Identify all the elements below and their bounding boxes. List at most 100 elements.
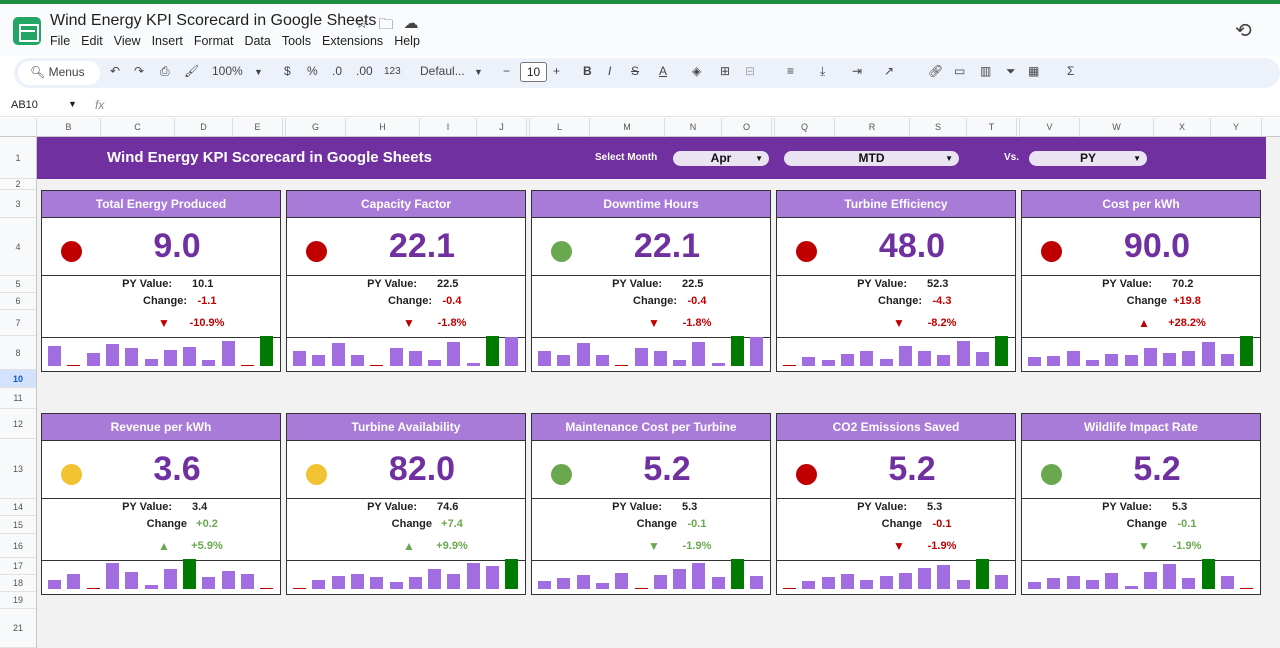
column-header[interactable]: H xyxy=(346,118,420,137)
italic-icon[interactable]: I xyxy=(608,64,612,78)
link-icon[interactable]: 🔗︎ xyxy=(928,64,944,78)
star-icon[interactable]: ☆ xyxy=(355,15,369,32)
column-header[interactable] xyxy=(1017,118,1020,137)
borders-icon[interactable]: ⊞ xyxy=(720,64,731,78)
row-header[interactable]: 15 xyxy=(0,516,36,534)
menu-format[interactable]: Format xyxy=(193,34,234,48)
column-header[interactable]: Y xyxy=(1211,118,1262,137)
column-header[interactable] xyxy=(283,118,286,137)
version-history-icon[interactable]: ⟲ xyxy=(1235,20,1252,42)
column-header[interactable]: C xyxy=(101,118,175,137)
undo-icon[interactable]: ↶ xyxy=(110,64,121,78)
menu-insert[interactable]: Insert xyxy=(151,34,183,48)
fill-color-icon[interactable]: ◈ xyxy=(692,64,702,78)
name-box-chevron-down-icon[interactable]: ▼ xyxy=(68,99,77,109)
column-header[interactable]: V xyxy=(1020,118,1080,137)
row-header[interactable]: 14 xyxy=(0,499,36,516)
menu-view[interactable]: View xyxy=(113,34,141,48)
row-header[interactable]: 19 xyxy=(0,592,36,609)
menu-search[interactable]: 🔍︎ Menus xyxy=(18,61,100,85)
column-header[interactable]: B xyxy=(37,118,101,137)
column-header[interactable]: M xyxy=(590,118,665,137)
column-header[interactable]: Q xyxy=(775,118,835,137)
kpi-name: Downtime Hours xyxy=(532,191,770,218)
menu-help[interactable]: Help xyxy=(394,34,420,48)
row-header[interactable]: 4 xyxy=(0,218,36,276)
column-header[interactable]: E xyxy=(233,118,283,137)
chart-icon[interactable]: ▥ xyxy=(980,64,992,78)
row-header[interactable]: 5 xyxy=(0,276,36,293)
row-header[interactable]: 17 xyxy=(0,558,36,575)
move-folder-icon[interactable]: 🗀 xyxy=(378,16,394,33)
column-header[interactable]: L xyxy=(530,118,590,137)
row-header[interactable]: 1 xyxy=(0,137,36,179)
increase-decimal-button[interactable]: .00 xyxy=(356,64,373,78)
month-dropdown[interactable]: Apr ▼ xyxy=(673,151,769,166)
name-box[interactable]: AB10 xyxy=(11,99,38,111)
column-header[interactable]: W xyxy=(1080,118,1154,137)
column-header[interactable] xyxy=(772,118,775,137)
row-header[interactable]: 21 xyxy=(0,609,36,648)
row-header[interactable]: 16 xyxy=(0,534,36,558)
sheets-logo-icon[interactable] xyxy=(13,17,41,45)
number-format-button[interactable]: 123 xyxy=(384,66,401,77)
font-size-decrease-icon[interactable]: − xyxy=(503,64,511,78)
period-dropdown[interactable]: MTD ▼ xyxy=(784,151,959,166)
strikethrough-icon[interactable]: S xyxy=(631,64,640,78)
comparison-dropdown[interactable]: PY ▼ xyxy=(1029,151,1147,166)
row-header[interactable]: 10 xyxy=(0,370,36,388)
column-header[interactable]: D xyxy=(175,118,233,137)
menu-file[interactable]: File xyxy=(50,34,71,48)
column-header[interactable]: J xyxy=(477,118,527,137)
menu-extensions[interactable]: Extensions xyxy=(322,34,384,48)
column-header[interactable]: I xyxy=(420,118,477,137)
row-header[interactable]: 2 xyxy=(0,179,36,190)
font-size-input[interactable]: 10 xyxy=(520,62,547,82)
zoom-chevron-down-icon[interactable]: ▼ xyxy=(254,67,263,77)
column-header[interactable]: N xyxy=(665,118,722,137)
row-header[interactable]: 13 xyxy=(0,439,36,499)
bold-icon[interactable]: B xyxy=(583,64,592,78)
row-header[interactable]: 18 xyxy=(0,575,36,592)
currency-button[interactable]: $ xyxy=(284,64,291,78)
vertical-align-icon[interactable]: ⤓ xyxy=(820,64,826,78)
print-icon[interactable]: ⎙ xyxy=(160,64,170,78)
row-header[interactable]: 3 xyxy=(0,190,36,218)
row-header[interactable]: 12 xyxy=(0,409,36,439)
paint-format-icon[interactable]: 🖌︎ xyxy=(184,64,200,78)
align-left-icon[interactable]: ≡ xyxy=(787,64,795,78)
row-header[interactable]: 6 xyxy=(0,293,36,310)
menu-edit[interactable]: Edit xyxy=(81,34,103,48)
decrease-decimal-button[interactable]: .0 xyxy=(332,64,343,78)
font-size-increase-icon[interactable]: + xyxy=(553,64,561,78)
document-title[interactable]: Wind Energy KPI Scorecard in Google Shee… xyxy=(50,12,377,29)
filter-views-icon[interactable]: ▦ xyxy=(1028,64,1040,78)
functions-icon[interactable]: Σ xyxy=(1067,64,1075,78)
merge-cells-icon[interactable]: ⊟ xyxy=(745,64,756,78)
column-header[interactable]: T xyxy=(967,118,1017,137)
text-rotate-icon[interactable]: ↗ xyxy=(884,64,895,78)
column-header[interactable]: G xyxy=(286,118,346,137)
menu-tools[interactable]: Tools xyxy=(281,34,312,48)
select-all-corner[interactable] xyxy=(0,118,37,137)
sheet-grid[interactable]: Wind Energy KPI Scorecard in Google Shee… xyxy=(37,137,1280,648)
row-header[interactable]: 8 xyxy=(0,336,36,370)
zoom-select[interactable]: 100% xyxy=(212,64,243,78)
filter-icon[interactable]: ⏷ xyxy=(1006,64,1016,78)
text-wrap-icon[interactable]: ⇥ xyxy=(852,64,863,78)
redo-icon[interactable]: ↷ xyxy=(134,64,145,78)
percent-button[interactable]: % xyxy=(307,64,318,78)
column-header[interactable]: S xyxy=(910,118,967,137)
row-header[interactable]: 7 xyxy=(0,310,36,336)
text-color-icon[interactable]: A xyxy=(659,64,668,78)
font-chevron-down-icon[interactable]: ▼ xyxy=(474,67,483,77)
row-header[interactable]: 11 xyxy=(0,388,36,409)
cloud-status-icon[interactable]: ☁ xyxy=(403,15,419,32)
column-header[interactable]: O xyxy=(722,118,772,137)
column-header[interactable]: R xyxy=(835,118,910,137)
column-header[interactable]: X xyxy=(1154,118,1211,137)
comment-icon[interactable]: ▭ xyxy=(954,64,966,78)
column-header[interactable] xyxy=(527,118,530,137)
font-select[interactable]: Defaul... xyxy=(420,64,465,78)
menu-data[interactable]: Data xyxy=(244,34,271,48)
